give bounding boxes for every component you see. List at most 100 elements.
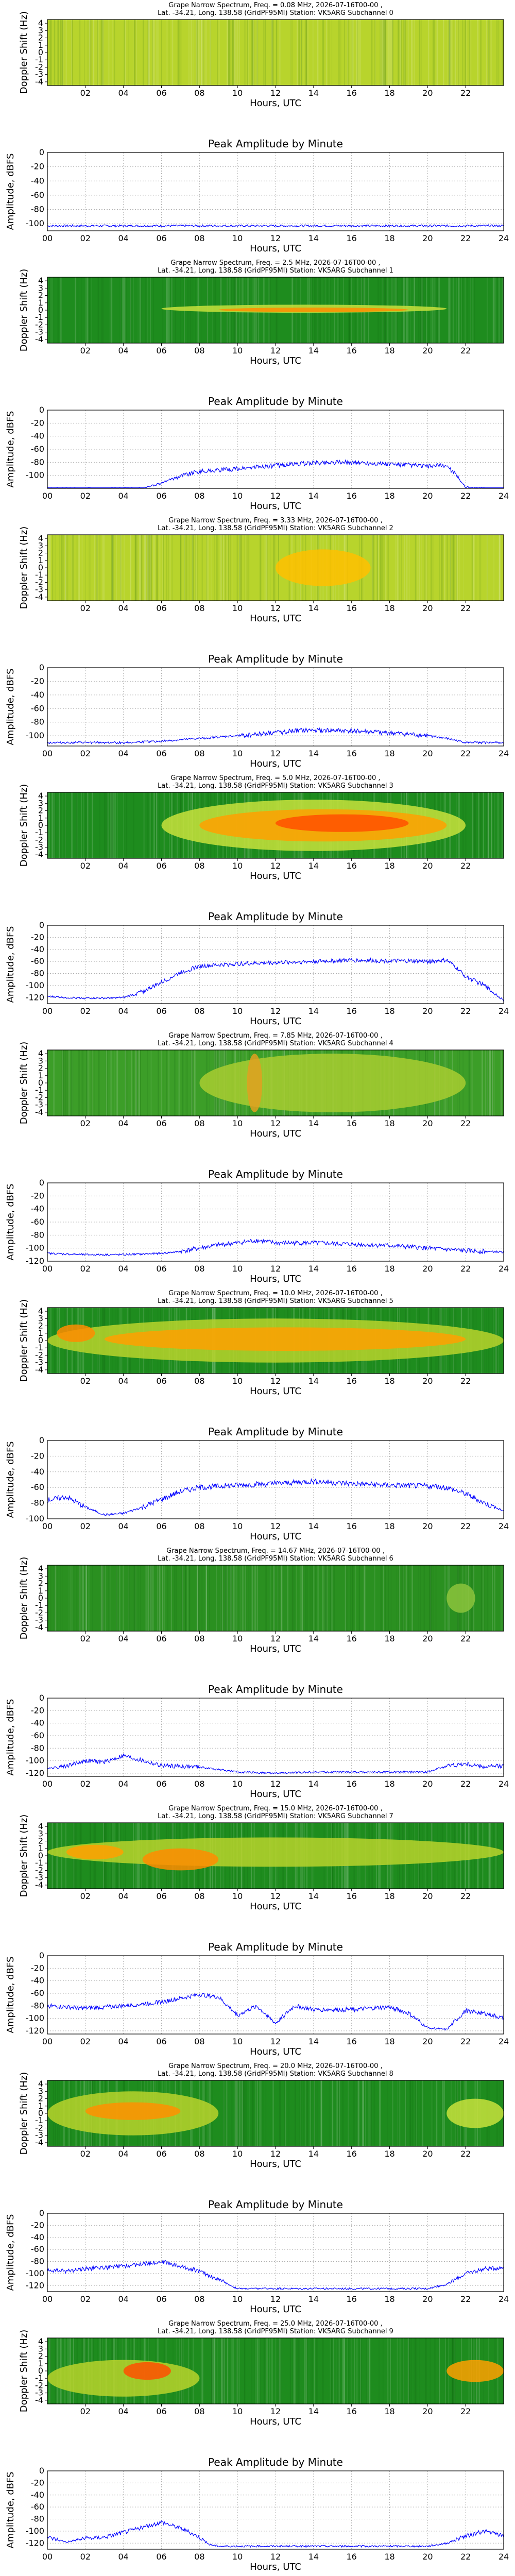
spectrogram-noise-stripe — [246, 535, 248, 601]
spectrogram-noise-stripe — [458, 277, 459, 343]
spectrogram-noise-stripe — [103, 535, 105, 601]
spectrogram-noise-stripe — [231, 2338, 232, 2404]
spectrogram-y-tick-label: 1 — [38, 1586, 43, 1596]
spectrogram-noise-stripe — [385, 535, 387, 601]
spectrogram-noise-stripe — [147, 535, 149, 601]
amplitude-y-tick-label: -40 — [31, 944, 44, 954]
amplitude-y-tick-label: -20 — [31, 932, 44, 942]
spectrogram-noise-stripe — [243, 1565, 244, 1631]
amplitude-x-tick-label: 24 — [499, 2037, 509, 2046]
amplitude-chart-title: Peak Amplitude by Minute — [208, 1683, 343, 1696]
spectrogram-noise-stripe — [196, 1565, 198, 1631]
spectrogram-noise-stripe — [153, 792, 154, 858]
amplitude-x-axis-label: Hours, UTC — [250, 2304, 301, 2315]
spectrogram-x-tick-label: 16 — [346, 346, 356, 355]
spectrogram-noise-stripe — [247, 20, 248, 86]
spectrogram-x-tick-label: 22 — [460, 1118, 471, 1128]
spectrogram-noise-stripe — [99, 535, 100, 601]
spectrogram-noise-stripe — [299, 2080, 300, 2146]
spectrogram-noise-stripe — [84, 792, 87, 858]
spectrogram-noise-stripe — [116, 535, 117, 601]
amplitude-x-tick-label: 22 — [460, 1779, 471, 1789]
spectrogram-y-tick-label: 4 — [38, 18, 43, 28]
amplitude-x-axis-label: Hours, UTC — [250, 758, 301, 769]
amplitude-x-tick-label: 18 — [384, 1521, 394, 1531]
spectrogram-noise-stripe — [281, 1565, 283, 1631]
spectrogram-y-tick-label: 0 — [38, 1335, 43, 1345]
spectrogram-noise-stripe — [244, 2080, 246, 2146]
spectrogram-y-tick-label: 1 — [38, 1071, 43, 1080]
spectrogram-noise-stripe — [477, 20, 479, 86]
spectrogram-noise-stripe — [487, 1050, 489, 1116]
amplitude-x-tick-label: 20 — [422, 1264, 433, 1274]
spectrogram-noise-stripe — [428, 20, 430, 86]
spectrogram-noise-stripe — [187, 1565, 188, 1631]
spectrogram-y-tick-label: 3 — [38, 1313, 43, 1323]
amplitude-x-tick-label: 04 — [118, 1264, 128, 1274]
spectrogram-noise-stripe — [174, 1050, 176, 1116]
spectrogram-noise-stripe — [415, 2080, 416, 2146]
spectrogram-noise-stripe — [214, 535, 215, 601]
spectrogram-noise-stripe — [97, 20, 98, 86]
spectrogram-noise-stripe — [240, 535, 242, 601]
amplitude-y-axis-label: Amplitude, dBFS — [5, 926, 16, 1003]
spectrogram-noise-stripe — [375, 20, 376, 86]
spectrogram-title-line2: Lat. -34.21, Long. 138.58 (GridPF95MI) S… — [158, 1040, 393, 1047]
spectrogram-noise-stripe — [494, 277, 496, 343]
amplitude-x-tick-label: 14 — [308, 749, 319, 758]
spectrogram-noise-stripe — [65, 535, 66, 601]
spectrogram-noise-stripe — [485, 1050, 486, 1116]
spectrogram-noise-stripe — [189, 1565, 191, 1631]
spectrogram-noise-stripe — [496, 20, 498, 86]
spectrogram-noise-stripe — [75, 277, 76, 343]
spectrogram-noise-stripe — [325, 1565, 328, 1631]
spectrogram-title-line2: Lat. -34.21, Long. 138.58 (GridPF95MI) S… — [158, 1555, 393, 1563]
spectrogram-noise-stripe — [450, 535, 452, 601]
spectrogram-x-tick-label: 08 — [194, 861, 204, 871]
amplitude-x-tick-label: 18 — [384, 233, 394, 243]
spectrogram-noise-stripe — [191, 1050, 192, 1116]
amplitude-x-tick-label: 02 — [80, 1264, 91, 1274]
spectrogram-noise-stripe — [356, 20, 357, 86]
spectrogram-noise-stripe — [383, 20, 385, 86]
spectrogram-title-line2: Lat. -34.21, Long. 138.58 (GridPF95MI) S… — [158, 524, 393, 532]
spectrogram-noise-stripe — [259, 2080, 261, 2146]
amplitude-y-axis-label: Amplitude, dBFS — [5, 1957, 16, 2033]
spectrogram-y-tick-label: 0 — [38, 1078, 43, 1088]
spectrogram-title-line1: Grape Narrow Spectrum, Freq. = 10.0 MHz,… — [168, 1290, 382, 1297]
spectrogram-noise-stripe — [396, 1565, 398, 1631]
spectrogram-noise-stripe — [124, 535, 125, 601]
spectrogram-y-tick-label: 0 — [38, 47, 43, 57]
spectrogram-noise-stripe — [110, 792, 112, 858]
spectrogram-title-line2: Lat. -34.21, Long. 138.58 (GridPF95MI) S… — [158, 1812, 393, 1820]
spectrogram-noise-stripe — [62, 20, 63, 86]
spectrogram-noise-stripe — [416, 2080, 417, 2146]
amplitude-y-tick-label: -120 — [26, 2280, 44, 2290]
amplitude-x-tick-label: 02 — [80, 2552, 91, 2562]
spectrogram-x-tick-label: 06 — [156, 2406, 166, 2416]
spectrogram-noise-stripe — [124, 277, 126, 343]
spectrogram-noise-stripe — [191, 1050, 193, 1116]
spectrogram-noise-stripe — [398, 1565, 399, 1631]
spectrogram-noise-stripe — [192, 1050, 193, 1116]
spectrogram-y-tick-label: 4 — [38, 276, 43, 285]
spectrogram-noise-stripe — [66, 535, 68, 601]
spectrogram-y-tick-label: -2 — [35, 1607, 43, 1617]
spectrogram-noise-stripe — [418, 1565, 419, 1631]
spectrogram-noise-stripe — [453, 535, 455, 601]
spectrogram-noise-stripe — [471, 1050, 473, 1116]
spectrogram-noise-stripe — [264, 20, 266, 86]
amplitude-trace-line — [47, 2520, 504, 2548]
amplitude-x-tick-label: 00 — [42, 491, 53, 501]
spectrogram-y-tick-label: 4 — [38, 1306, 43, 1316]
spectrogram-noise-stripe — [404, 20, 405, 86]
spectrogram-noise-stripe — [79, 1565, 80, 1631]
amplitude-y-tick-label: -80 — [31, 717, 44, 727]
spectrogram-noise-stripe — [105, 1050, 107, 1116]
spectrogram-noise-stripe — [103, 535, 105, 601]
amplitude-y-tick-label: -40 — [31, 1204, 44, 1214]
spectrogram-x-tick-label: 20 — [422, 861, 433, 871]
amplitude-x-tick-label: 22 — [460, 749, 471, 758]
spectrogram-noise-stripe — [113, 792, 115, 858]
spectrogram-noise-stripe — [474, 792, 475, 858]
